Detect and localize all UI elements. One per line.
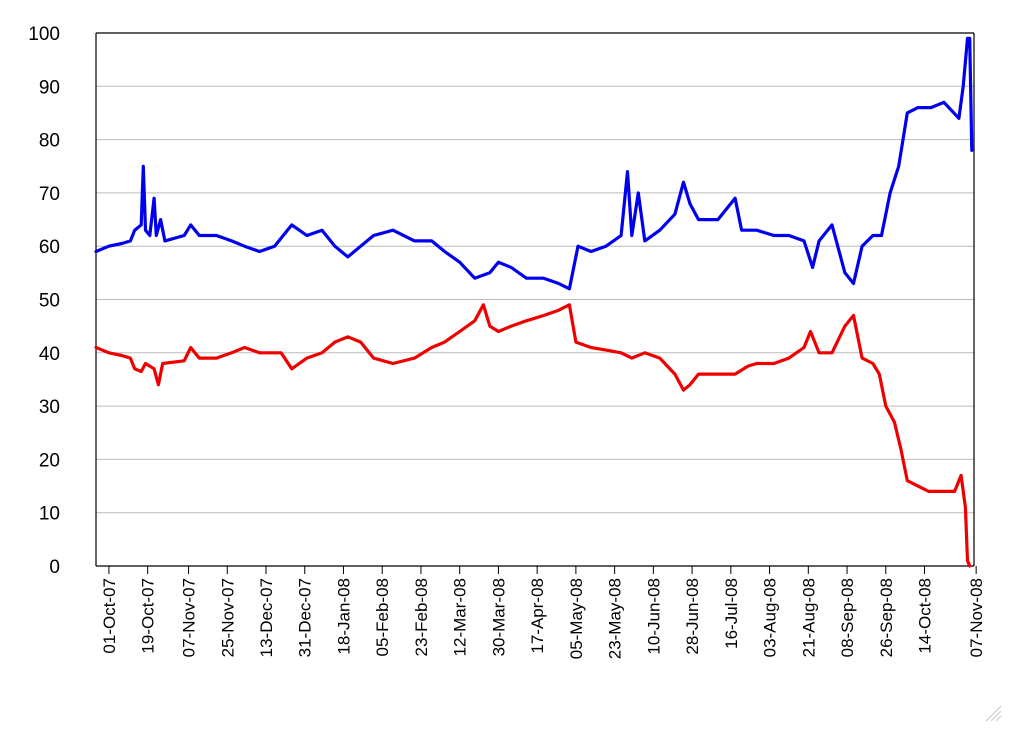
y-tick-label: 20	[39, 450, 60, 471]
x-tick-label: 10-Jun-08	[644, 578, 663, 655]
x-tick-label: 30-Mar-08	[489, 578, 508, 656]
x-tick-label: 12-Mar-08	[451, 578, 470, 656]
x-tick-label: 26-Sep-08	[877, 578, 896, 657]
x-tick-label: 16-Jul-08	[722, 578, 741, 649]
x-axis-ticks: 01-Oct-07 19-Oct-07 07-Nov-07 25-Nov-07 13-D…	[100, 566, 986, 659]
x-tick-label: 13-Dec-07	[257, 578, 276, 657]
x-tick-label: 23-May-08	[606, 578, 625, 659]
y-tick-label: 0	[49, 557, 60, 578]
grid-lines	[96, 85, 974, 514]
x-tick-label: 05-May-08	[567, 578, 586, 659]
x-tick-label: 08-Sep-08	[838, 578, 857, 657]
x-tick-label: 17-Apr-08	[528, 578, 547, 654]
y-tick-label: 30	[39, 397, 60, 418]
y-tick-label: 40	[39, 344, 60, 365]
x-tick-label: 19-Oct-07	[139, 578, 158, 654]
y-tick-label: 10	[39, 504, 60, 525]
y-tick-label: 90	[39, 77, 60, 98]
x-tick-label: 14-Oct-08	[916, 578, 935, 654]
y-tick-label: 50	[39, 291, 60, 312]
x-tick-label: 03-Aug-08	[761, 578, 780, 657]
x-tick-label: 01-Oct-07	[100, 578, 119, 654]
series-line-2	[94, 303, 972, 568]
y-axis-ticks: 0 10 20 30 40 50 60 70 80 90 100	[28, 24, 60, 578]
axes	[95, 32, 975, 567]
y-tick-label: 100	[28, 24, 60, 45]
resize-grip-icon[interactable]	[984, 704, 1002, 722]
x-tick-label: 18-Jan-08	[335, 578, 354, 655]
x-tick-label: 25-Nov-07	[218, 578, 237, 657]
y-tick-label: 60	[39, 237, 60, 258]
y-tick-label: 80	[39, 131, 60, 152]
series-lines	[94, 36, 974, 568]
x-tick-label: 28-Jun-08	[683, 578, 702, 655]
x-tick-label: 31-Dec-07	[296, 578, 315, 657]
x-tick-label: 07-Nov-07	[180, 578, 199, 657]
y-tick-label: 70	[39, 184, 60, 205]
x-tick-label: 21-Aug-08	[799, 578, 818, 657]
x-tick-label: 07-Nov-08	[967, 578, 986, 657]
x-tick-label: 23-Feb-08	[412, 578, 431, 656]
series-line-1	[94, 36, 974, 291]
x-tick-label: 05-Feb-08	[373, 578, 392, 656]
